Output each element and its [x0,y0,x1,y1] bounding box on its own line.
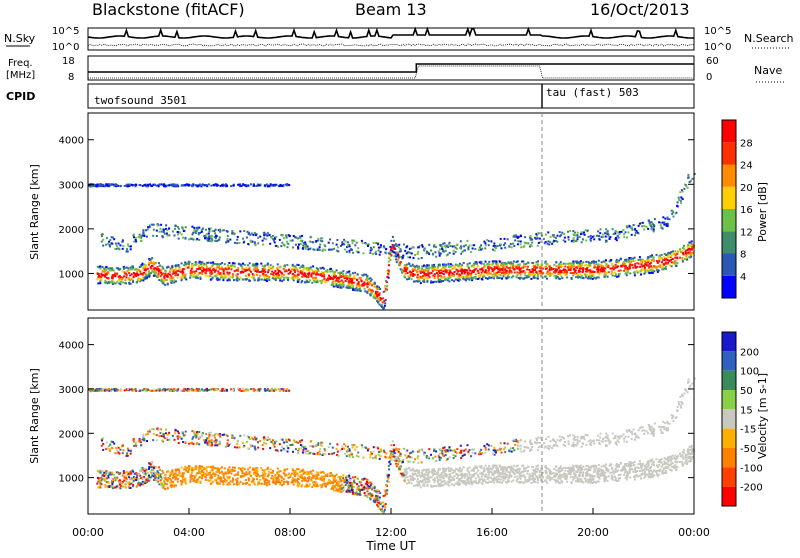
noise-right-tick-bottom: 10^0 [704,42,731,53]
velocity-colorbar-label: Velocity [m s-1] [756,373,769,459]
power-panel: 1000 2000 3000 4000 Slant Range [km] 4 8 12 16… [28,113,769,310]
freq-panel: Freq. [MHz] 18 8 60 0 Nave [6,56,784,83]
y-tick-label: 3000 [59,385,84,396]
x-tick-label: 12:00 [375,526,407,539]
y-tick-label: 2000 [59,429,84,440]
freq-right-tick-bottom: 0 [706,72,712,83]
cpid-label: CPID [6,90,35,103]
colorbar-tick: 8 [740,250,746,261]
noise-left-tick-bottom: 10^0 [52,42,79,53]
velocity-echo-points [88,378,696,514]
noise-right-label: N.Search [744,32,794,45]
y-tick-label: 1000 [59,269,84,280]
velocity-panel: 1000 2000 3000 4000 Slant Range [km] 200 100… [28,318,769,514]
beam-title: Beam 13 [355,0,427,19]
x-axis-label: Time UT [365,539,416,553]
freq-left-tick-top: 18 [62,56,75,67]
date-title: 16/Oct/2013 [590,0,690,19]
y-tick-label: 4000 [59,136,84,147]
noise-sky-line [88,29,694,38]
colorbar-tick: 15 [740,405,753,416]
time-x-axis: 00:00 04:00 08:00 12:00 16:00 20:00 00:00 [72,508,710,539]
colorbar-tick: -50 [740,444,756,455]
power-echo-points [88,173,696,310]
colorbar-tick: 28 [740,138,753,149]
freq-right-tick-top: 60 [706,56,719,67]
freq-line [88,64,694,72]
x-tick-label: 16:00 [476,526,508,539]
nave-label: Nave [754,64,782,77]
colorbar-tick: 12 [740,227,753,238]
cpid-panel: CPID twofsound 3501 tau (fast) 503 [6,84,694,108]
x-tick-label: 20:00 [577,526,609,539]
colorbar-tick: 24 [740,161,753,172]
colorbar-tick: 4 [740,272,746,283]
colorbar-tick: -15 [740,425,756,436]
power-colorbar: 4 8 12 16 20 24 28 [722,120,753,298]
power-y-axis: 1000 2000 3000 4000 [59,136,694,281]
velocity-y-axis: 1000 2000 3000 4000 [59,341,694,485]
noise-left-tick-top: 10^5 [52,26,79,37]
colorbar-tick: 50 [740,386,753,397]
cpid-mode-1: twofsound 3501 [94,94,187,107]
power-colorbar-label: Power [dB] [756,182,769,242]
noise-right-tick-top: 10^5 [704,26,731,37]
colorbar-tick: 16 [740,205,753,216]
x-tick-label: 00:00 [72,526,104,539]
colorbar-tick: 200 [740,347,759,358]
colorbar-tick: 20 [740,183,753,194]
x-tick-label: 00:00 [678,526,710,539]
freq-label-2: [MHz] [6,70,35,81]
velocity-ylabel: Slant Range [km] [28,368,41,464]
y-tick-label: 2000 [59,225,84,236]
x-tick-label: 08:00 [274,526,306,539]
freq-label-1: Freq. [8,58,33,69]
x-tick-label: 04:00 [173,526,205,539]
cpid-mode-2: tau (fast) 503 [546,86,639,99]
colorbar-tick: -100 [740,463,763,474]
noise-search-line [88,44,694,46]
y-tick-label: 3000 [59,180,84,191]
y-tick-label: 1000 [59,474,84,485]
station-title: Blackstone (fitACF) [92,0,245,19]
noise-left-label: N.Sky [4,32,36,45]
colorbar-tick: -200 [740,483,763,494]
freq-left-tick-bottom: 8 [68,72,74,83]
power-ylabel: Slant Range [km] [28,164,41,260]
noise-panel: N.Sky 10^5 10^0 10^5 10^0 N.Search [4,26,794,53]
y-tick-label: 4000 [59,341,84,352]
